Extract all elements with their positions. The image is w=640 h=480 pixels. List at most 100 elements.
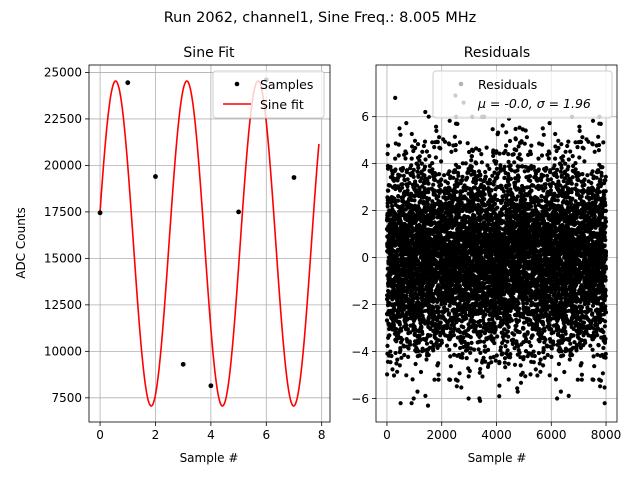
residual-point — [429, 340, 434, 345]
residual-point — [409, 131, 414, 137]
residual-point — [412, 331, 417, 336]
residual-point — [513, 137, 518, 142]
residual-point — [404, 151, 409, 156]
residual-point — [434, 128, 439, 133]
residual-point — [487, 166, 492, 171]
residual-point — [402, 192, 407, 197]
residual-point — [394, 361, 399, 366]
sine-fit-y-tick-label: 20000 — [44, 159, 82, 173]
residual-point — [506, 152, 511, 157]
residual-point — [391, 373, 397, 378]
residual-point — [457, 165, 462, 170]
residual-point — [438, 324, 443, 329]
sample-point — [291, 175, 297, 180]
residual-point — [426, 181, 431, 186]
residual-point — [405, 177, 410, 182]
residual-point — [447, 142, 452, 147]
residual-point — [506, 361, 511, 366]
residual-point — [387, 333, 392, 338]
residual-point — [495, 205, 500, 210]
residual-point — [509, 318, 514, 323]
residual-point — [415, 389, 420, 394]
residual-point — [497, 151, 502, 156]
residual-point — [469, 158, 474, 163]
residual-point — [460, 351, 465, 356]
residual-point — [476, 198, 481, 203]
residual-point — [419, 325, 424, 330]
residual-point — [467, 368, 472, 374]
residual-point — [451, 333, 456, 338]
residual-point — [417, 158, 422, 163]
residual-point — [394, 327, 399, 332]
residual-point — [448, 326, 453, 331]
residual-point — [519, 157, 524, 162]
residual-point — [414, 286, 419, 291]
residual-point — [389, 168, 394, 173]
residual-point — [388, 360, 393, 365]
sine-fit-x-tick-label: 6 — [262, 428, 270, 442]
residual-point — [506, 324, 511, 330]
residual-point — [483, 312, 488, 317]
residual-point — [388, 349, 393, 354]
residual-point — [438, 320, 443, 325]
residual-point — [400, 165, 405, 171]
residual-point — [436, 194, 441, 199]
residual-point — [494, 159, 499, 164]
residual-point — [461, 325, 466, 330]
residual-point — [457, 371, 462, 376]
residual-point — [445, 307, 450, 312]
residual-point — [479, 160, 484, 165]
residual-point — [407, 339, 412, 344]
residual-point — [493, 193, 498, 198]
residual-point — [435, 299, 440, 304]
residual-point — [455, 313, 460, 318]
residual-point — [429, 288, 434, 293]
residual-point — [412, 198, 417, 203]
residual-point — [482, 192, 487, 197]
sine-fit-axes-frame — [88, 64, 331, 423]
residual-point — [494, 353, 499, 358]
residual-point — [494, 166, 499, 171]
residual-point — [424, 341, 430, 346]
residual-point — [481, 339, 487, 344]
residual-point — [474, 323, 479, 328]
residual-point — [418, 199, 423, 204]
residual-point — [403, 156, 408, 161]
residual-point — [390, 204, 395, 209]
residual-point — [448, 354, 453, 359]
residual-point — [473, 296, 478, 301]
residual-point — [395, 357, 400, 362]
residual-point — [423, 209, 429, 214]
residual-point — [506, 377, 511, 382]
residual-point — [450, 282, 455, 287]
sample-point — [97, 210, 103, 216]
residual-point — [449, 149, 454, 154]
residual-point — [465, 175, 470, 180]
residual-point — [425, 213, 430, 218]
residual-point — [431, 343, 436, 348]
residual-point — [498, 345, 503, 350]
residual-point — [514, 323, 519, 328]
residual-point — [474, 358, 479, 363]
residual-point — [466, 396, 471, 401]
residual-point — [511, 152, 516, 157]
legend-samples-marker — [234, 81, 240, 87]
residual-point — [428, 333, 433, 338]
sine-fit-y-tick-label: 25000 — [44, 66, 82, 80]
residual-point — [438, 146, 443, 151]
legend-samples-label: Samples — [260, 77, 313, 92]
residual-point — [453, 142, 458, 148]
residual-point — [416, 165, 421, 170]
residual-point — [460, 189, 465, 194]
residual-point — [386, 188, 391, 193]
residual-point — [430, 140, 435, 145]
residual-point — [452, 326, 457, 331]
residual-point — [478, 339, 483, 344]
residual-point — [472, 347, 477, 352]
residual-point — [409, 163, 414, 168]
sample-point — [236, 209, 241, 215]
residual-point — [433, 155, 438, 160]
residual-point — [405, 188, 410, 193]
residual-point — [404, 168, 410, 173]
residual-point — [436, 377, 441, 382]
